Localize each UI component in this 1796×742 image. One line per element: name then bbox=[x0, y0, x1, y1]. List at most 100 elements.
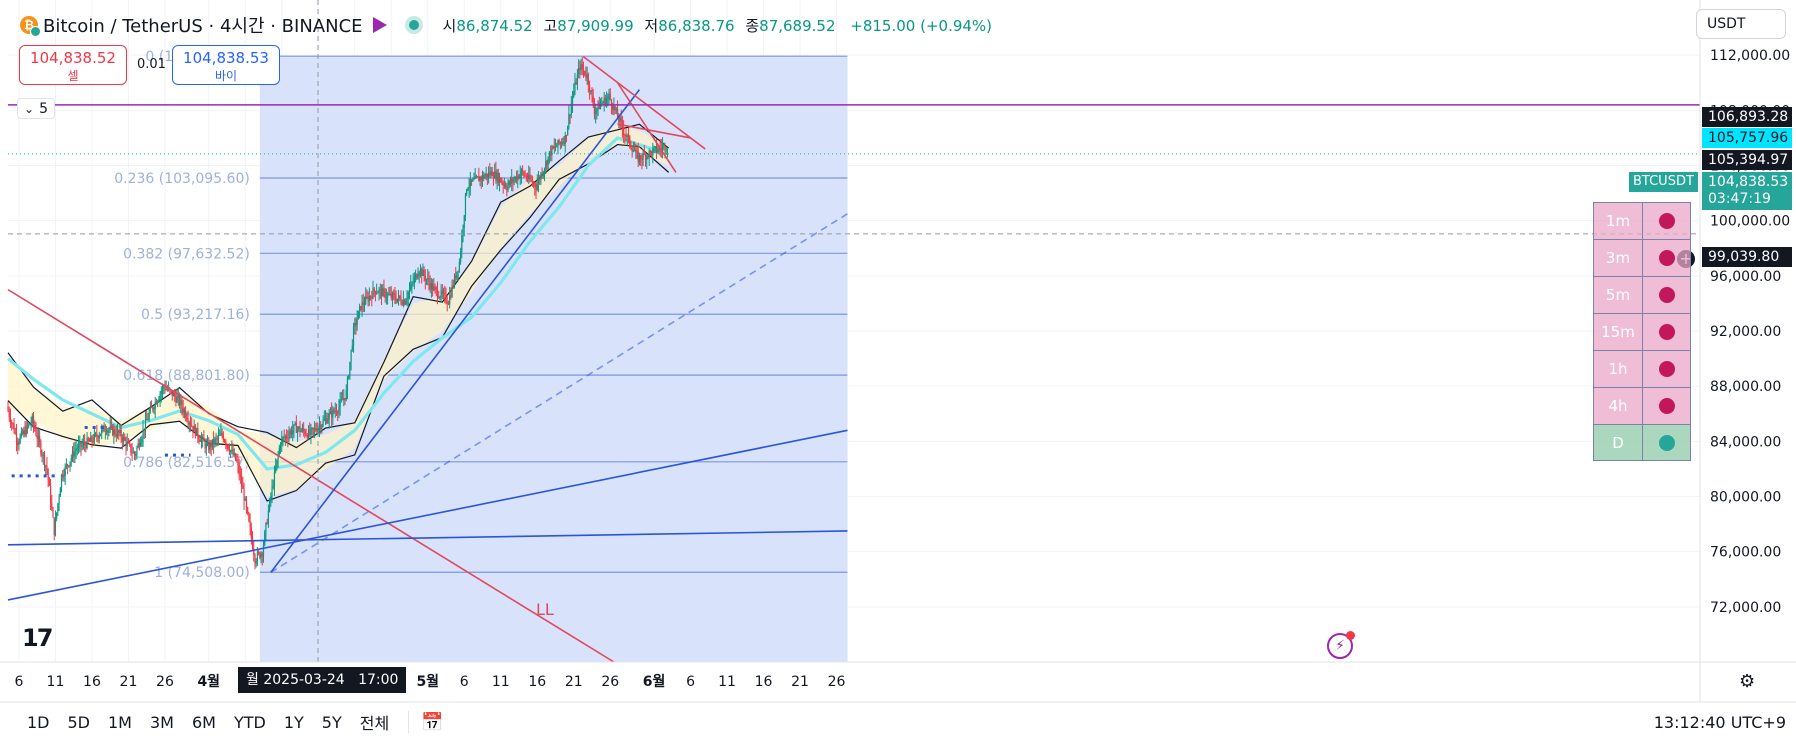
candle-body bbox=[328, 413, 330, 420]
range-1d[interactable]: 1D bbox=[27, 712, 50, 732]
currency-selector[interactable]: USDT bbox=[1696, 9, 1786, 39]
candle-body bbox=[601, 103, 603, 105]
candle-body bbox=[442, 292, 445, 294]
indicators-toggle-button[interactable]: ⌄ 5 bbox=[17, 98, 55, 119]
candle-body bbox=[154, 401, 156, 409]
candle-body bbox=[282, 437, 284, 439]
clock-timezone[interactable]: 13:12:40 UTC+9 bbox=[1653, 712, 1786, 732]
candle-body bbox=[232, 449, 234, 456]
candle-body bbox=[101, 428, 103, 434]
candle-body bbox=[192, 426, 194, 432]
candle-body bbox=[42, 454, 44, 456]
candle-body bbox=[211, 439, 213, 448]
range-ytd[interactable]: YTD bbox=[233, 712, 266, 732]
candle-body bbox=[290, 430, 293, 435]
candle-body bbox=[455, 275, 457, 279]
candle-body bbox=[259, 552, 261, 558]
candle-body bbox=[401, 302, 403, 305]
candle-body bbox=[294, 422, 296, 425]
candle-body bbox=[322, 420, 324, 426]
range-1m[interactable]: 1M bbox=[108, 712, 132, 732]
candle-body bbox=[41, 453, 43, 456]
ohlc-values: 시86,874.52 고87,909.99 저86,838.76 종87,689… bbox=[442, 16, 993, 35]
candle-body bbox=[390, 293, 392, 298]
candle-body bbox=[550, 151, 552, 156]
bar-countdown: 03:47:19 bbox=[1708, 191, 1771, 207]
candle-body bbox=[115, 434, 117, 437]
candle-body bbox=[399, 295, 401, 299]
candle-body bbox=[283, 437, 285, 439]
candle-body bbox=[641, 159, 643, 161]
candle-body bbox=[40, 442, 42, 454]
candle-body bbox=[546, 161, 548, 165]
candle-body bbox=[528, 174, 530, 180]
calendar-icon[interactable]: 📅 bbox=[421, 711, 444, 733]
candle-body bbox=[502, 182, 504, 185]
candle-body bbox=[509, 180, 512, 184]
candle-body bbox=[467, 188, 469, 190]
candle-body bbox=[568, 114, 570, 127]
candle-body bbox=[435, 287, 437, 290]
candle-body bbox=[105, 431, 108, 433]
timeframe-status bbox=[1642, 240, 1690, 276]
candle-body bbox=[76, 448, 78, 450]
candle-body bbox=[277, 454, 279, 460]
range-3m[interactable]: 3M bbox=[149, 712, 174, 732]
range-1y[interactable]: 1Y bbox=[283, 712, 304, 732]
settings-gear-icon[interactable]: ⚙ bbox=[1739, 671, 1756, 692]
buy-button[interactable]: 104,838.53 바이 bbox=[172, 45, 280, 85]
candle-body bbox=[304, 431, 306, 435]
candle-body bbox=[368, 296, 370, 302]
candle-body bbox=[158, 399, 160, 402]
candle-body bbox=[411, 283, 413, 285]
price-axis[interactable]: 112,000.00108,000.00104,000.00100,000.00… bbox=[1699, 0, 1790, 702]
candle-body bbox=[481, 175, 484, 180]
candle-body bbox=[254, 555, 256, 564]
status-dot-icon bbox=[1658, 324, 1675, 340]
candle-body bbox=[567, 126, 569, 136]
price-label-3: 105,394.97 bbox=[1702, 150, 1792, 170]
candle-body bbox=[281, 438, 283, 445]
candle-body bbox=[636, 149, 638, 152]
candle-body bbox=[484, 175, 486, 179]
lightning-icon[interactable]: ⚡ bbox=[1327, 631, 1355, 659]
tradingview-logo[interactable]: 17 bbox=[22, 624, 53, 652]
candle-body bbox=[540, 173, 542, 180]
candle-body bbox=[125, 440, 127, 447]
candle-body bbox=[602, 102, 604, 104]
candle-body bbox=[30, 423, 32, 425]
range-6m[interactable]: 6M bbox=[191, 712, 216, 732]
candle-body bbox=[227, 445, 229, 450]
candle-body bbox=[181, 400, 183, 408]
timeframe-status bbox=[1642, 351, 1690, 387]
range-all[interactable]: 전체 bbox=[359, 714, 390, 733]
candle-body bbox=[564, 135, 566, 144]
candle-body bbox=[293, 424, 295, 431]
flag-icon[interactable] bbox=[372, 17, 387, 33]
candle-body bbox=[20, 431, 22, 437]
candle-body bbox=[300, 430, 302, 432]
symbol-tag: BTCUSDT bbox=[1629, 172, 1698, 192]
candle-body bbox=[112, 426, 114, 435]
candle-body bbox=[487, 172, 490, 177]
candle-body bbox=[233, 453, 235, 456]
status-dot-icon bbox=[1658, 361, 1675, 377]
candle-body bbox=[87, 438, 89, 441]
candle-body bbox=[43, 454, 46, 466]
candle-body bbox=[303, 428, 305, 432]
range-5d[interactable]: 5D bbox=[67, 712, 91, 732]
candle-body bbox=[187, 420, 189, 424]
candle-body bbox=[122, 437, 125, 442]
candle-body bbox=[268, 499, 271, 511]
candle-body bbox=[253, 548, 255, 556]
candle-body bbox=[410, 284, 412, 290]
candle-body bbox=[631, 148, 633, 152]
range-5y[interactable]: 5Y bbox=[321, 712, 342, 732]
symbol-title[interactable]: Bitcoin / TetherUS · 4시간 · BINANCE bbox=[43, 16, 363, 37]
candle-body bbox=[369, 296, 372, 298]
candle-body bbox=[400, 298, 402, 303]
candle-body bbox=[654, 146, 656, 148]
sell-button[interactable]: 104,838.52 셀 bbox=[19, 45, 127, 85]
candle-body bbox=[495, 171, 497, 181]
